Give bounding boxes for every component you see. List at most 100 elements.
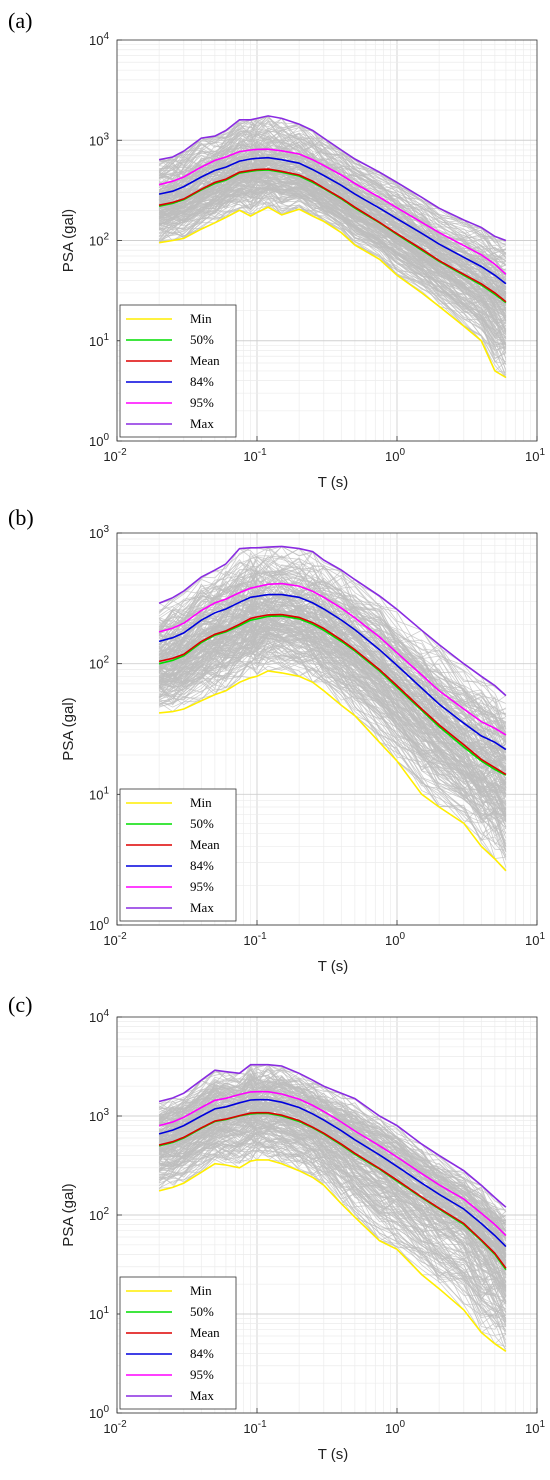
- record-spectrum-line: [159, 637, 507, 811]
- record-spectrum-line: [158, 130, 507, 251]
- record-spectrum-line: [159, 1125, 507, 1304]
- series-line-max: [158, 1063, 507, 1208]
- record-spectrum-line: [159, 206, 507, 378]
- legend: Min 50% Mean 84% 95% Max: [119, 304, 237, 438]
- series-line-max: [158, 545, 507, 697]
- record-spectrum-line: [159, 620, 507, 795]
- legend-label: 95%: [190, 395, 214, 410]
- record-spectrum-line: [158, 638, 506, 851]
- legend-label: Min: [190, 311, 212, 326]
- series-line-95pct: [158, 148, 507, 275]
- series-line-min: [158, 206, 507, 379]
- legend-box: [119, 304, 237, 438]
- record-spectrum-line: [159, 176, 507, 354]
- record-spectrum-line: [159, 188, 507, 359]
- y-tick-label: 102: [89, 1206, 109, 1223]
- record-spectrum-line: [159, 1077, 507, 1246]
- record-spectrum-line: [158, 188, 507, 338]
- record-spectrum-line: [158, 573, 507, 736]
- record-spectrum-line: [158, 1137, 507, 1341]
- record-spectrum-line: [158, 638, 507, 813]
- legend-box: [119, 788, 237, 922]
- panel-label: (a): [8, 8, 33, 33]
- record-spectrum-line: [159, 184, 506, 339]
- record-spectrum-line: [158, 1112, 507, 1287]
- record-spectrum-line: [159, 152, 507, 294]
- y-tick-label: 101: [89, 1305, 109, 1322]
- legend-box: [119, 1276, 237, 1410]
- record-spectrum-line: [158, 1145, 506, 1325]
- x-axis-label: T (s): [318, 474, 349, 491]
- legend-label: Max: [190, 416, 214, 431]
- legend-label: 84%: [190, 1346, 214, 1361]
- x-tick-label: 100: [385, 931, 405, 948]
- legend-label: 95%: [190, 879, 214, 894]
- legend-label: Max: [190, 1388, 214, 1403]
- legend-label: Mean: [190, 837, 220, 852]
- record-spectrum-line: [158, 565, 506, 729]
- record-spectrum-line: [159, 646, 507, 834]
- record-spectrum-line: [159, 160, 507, 314]
- record-spectrum-line: [159, 1101, 507, 1264]
- record-spectrum-line: [158, 1096, 507, 1252]
- legend-label: 84%: [190, 858, 214, 873]
- x-tick-label: 100: [385, 447, 405, 464]
- y-tick-label: 103: [89, 131, 109, 148]
- record-spectra-ensemble: [158, 115, 507, 378]
- x-tick-label: 101: [525, 931, 545, 948]
- legend-label: Mean: [190, 353, 220, 368]
- record-spectrum-line: [159, 633, 507, 809]
- record-spectrum-line: [158, 126, 507, 266]
- record-spectrum-line: [158, 198, 507, 378]
- series-line-84pct: [158, 156, 507, 285]
- x-tick-label: 10-2: [103, 447, 127, 464]
- series-line-max: [158, 115, 507, 242]
- record-spectrum-line: [158, 605, 506, 782]
- record-spectrum-line: [159, 1129, 506, 1302]
- record-spectrum-line: [158, 640, 507, 853]
- y-tick-label: 102: [89, 232, 109, 249]
- record-spectrum-line: [158, 655, 507, 842]
- legend-label: Max: [190, 900, 214, 915]
- record-spectrum-line: [159, 592, 507, 762]
- record-spectrum-line: [158, 559, 507, 730]
- record-spectrum-line: [158, 661, 507, 868]
- record-spectrum-line: [158, 1073, 507, 1226]
- record-spectrum-line: [159, 172, 507, 317]
- y-tick-label: 103: [89, 524, 109, 541]
- record-spectrum-line: [158, 1120, 507, 1288]
- x-tick-label: 100: [385, 1419, 405, 1436]
- record-spectrum-line: [158, 152, 507, 288]
- y-axis-label: PSA (gal): [60, 1183, 77, 1246]
- record-spectrum-line: [158, 634, 507, 820]
- record-spectrum-line: [158, 550, 507, 696]
- y-tick-label: 104: [89, 1008, 109, 1025]
- record-spectrum-line: [159, 1064, 507, 1208]
- record-spectrum-line: [159, 166, 506, 312]
- y-tick-label: 104: [89, 31, 109, 48]
- series-line-min: [159, 670, 507, 872]
- record-spectrum-line: [159, 629, 507, 828]
- x-tick-label: 10-2: [103, 1419, 127, 1436]
- record-spectrum-line: [159, 1127, 507, 1322]
- record-spectrum-line: [158, 1141, 507, 1330]
- y-tick-label: 103: [89, 1107, 109, 1124]
- record-spectrum-line: [158, 143, 507, 295]
- record-spectrum-line: [158, 565, 507, 716]
- record-spectrum-line: [159, 188, 507, 359]
- legend-label: Min: [190, 1283, 212, 1298]
- record-spectrum-line: [158, 115, 506, 248]
- record-spectrum-line: [158, 1089, 507, 1245]
- legend-label: 50%: [190, 332, 214, 347]
- chart-panel-b: (b) 10-2 10-1 100 101 100 101 102 103 T (s) PSA (…: [0, 493, 550, 986]
- axes-box: [116, 532, 538, 926]
- y-axis-label: PSA (gal): [60, 697, 77, 760]
- legend-label: 50%: [190, 816, 214, 831]
- record-spectrum-line: [158, 1137, 507, 1347]
- record-spectrum-line: [158, 152, 507, 291]
- record-spectrum-line: [158, 180, 507, 361]
- panel-label: (c): [8, 992, 33, 1017]
- record-spectrum-line: [158, 179, 507, 330]
- record-spectrum-line: [158, 134, 506, 265]
- chart-b: 10-2 10-1 100 101 100 101 102 103 T (s) PSA (gal)…: [60, 524, 545, 975]
